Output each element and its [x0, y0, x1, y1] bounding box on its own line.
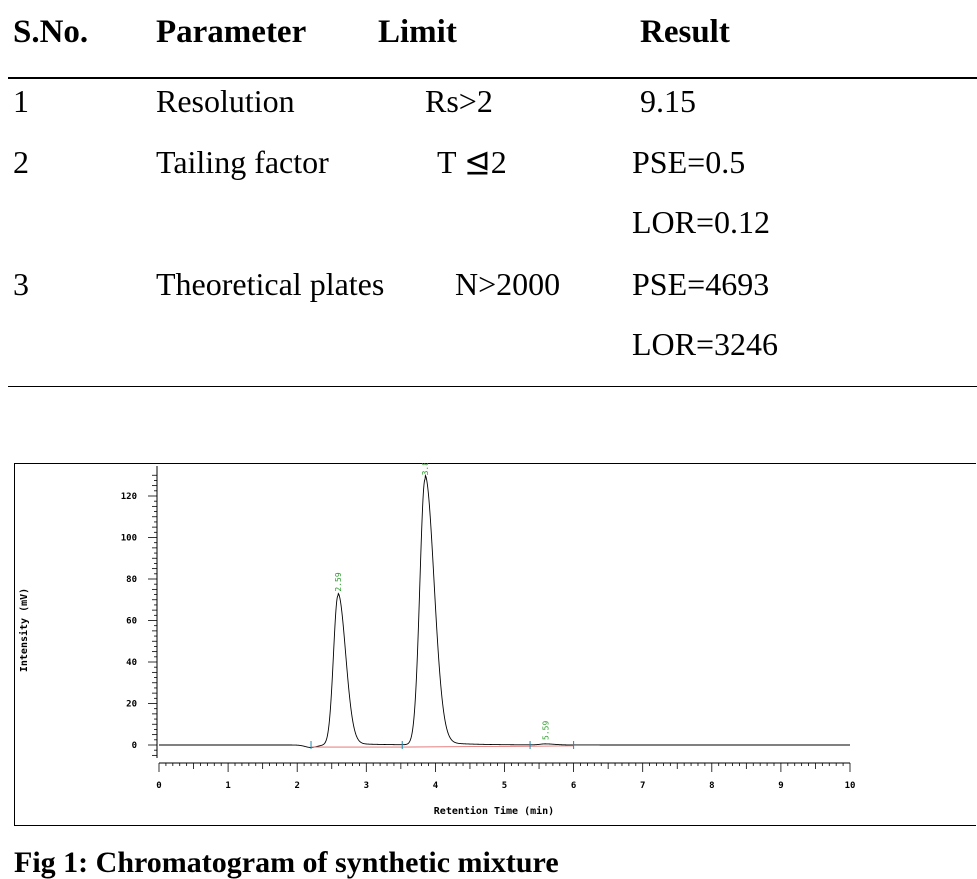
x-tick-label: 7 [640, 781, 645, 791]
peak-label: 3.85 [421, 463, 430, 475]
row-2-sno: 2 [13, 146, 29, 178]
y-tick-label: 100 [121, 534, 137, 544]
y-tick-label: 40 [126, 658, 137, 668]
header-sno: S.No. [13, 16, 88, 49]
y-tick-label: 60 [126, 617, 137, 627]
header-result: Result [640, 16, 730, 49]
y-tick-label: 0 [132, 741, 137, 751]
integration-baseline [402, 746, 530, 747]
x-tick-label: 6 [571, 781, 576, 791]
header-parameter: Parameter [156, 16, 306, 49]
x-tick-label: 4 [433, 781, 439, 791]
y-tick-label: 80 [126, 575, 137, 585]
chromatogram-svg: 0 20 40 60 80 100 120 0 1 2 3 4 5 6 7 8 9 10 2.59 3.85 5.5… [14, 463, 976, 826]
x-tick-label: 3 [364, 781, 369, 791]
y-axis: 0 20 40 60 80 100 120 [121, 466, 157, 758]
x-axis: 0 1 2 3 4 5 6 7 8 9 10 [156, 763, 855, 791]
row-1-sno: 1 [13, 85, 29, 117]
table-top-rule [8, 77, 977, 79]
y-axis-label: Intensity (mV) [18, 588, 30, 672]
row-2-result-lor: LOR=0.12 [632, 206, 770, 238]
chart-series [159, 476, 850, 749]
figure-caption: Fig 1: Chromatogram of synthetic mixture [14, 848, 559, 878]
x-tick-label: 1 [225, 781, 230, 791]
y-tick-label: 20 [126, 700, 137, 710]
x-tick-label: 10 [845, 781, 856, 791]
row-3-result-pse: PSE=4693 [632, 268, 769, 300]
x-tick-label: 0 [156, 781, 161, 791]
chromatogram-trace [159, 476, 850, 748]
peak-label: 2.59 [334, 572, 343, 591]
x-tick-label: 9 [778, 781, 783, 791]
row-1-result: 9.15 [640, 85, 696, 117]
x-axis-label: Retention Time (min) [434, 805, 554, 817]
row-3-limit: N>2000 [455, 268, 560, 300]
row-2-limit: T ⊴2 [437, 146, 507, 178]
row-2-result-pse: PSE=0.5 [632, 146, 745, 178]
row-3-result-lor: LOR=3246 [632, 328, 778, 360]
header-limit: Limit [378, 16, 457, 49]
table-bottom-rule [8, 386, 977, 387]
x-tick-label: 5 [502, 781, 507, 791]
row-3-sno: 3 [13, 268, 29, 300]
system-suitability-table: S.No. Parameter Limit Result 1 Resolutio… [0, 0, 977, 392]
row-1-parameter: Resolution [156, 85, 295, 117]
peak-label: 5.59 [541, 721, 550, 740]
row-1-limit: Rs>2 [425, 85, 493, 117]
row-3-parameter: Theoretical plates [156, 268, 384, 300]
chromatogram-chart: 0 20 40 60 80 100 120 0 1 2 3 4 5 6 7 8 9 10 2.59 3.85 5.5… [14, 463, 977, 826]
x-tick-label: 2 [294, 781, 299, 791]
row-2-parameter: Tailing factor [156, 146, 329, 178]
x-tick-label: 8 [709, 781, 714, 791]
y-tick-label: 120 [121, 492, 137, 502]
